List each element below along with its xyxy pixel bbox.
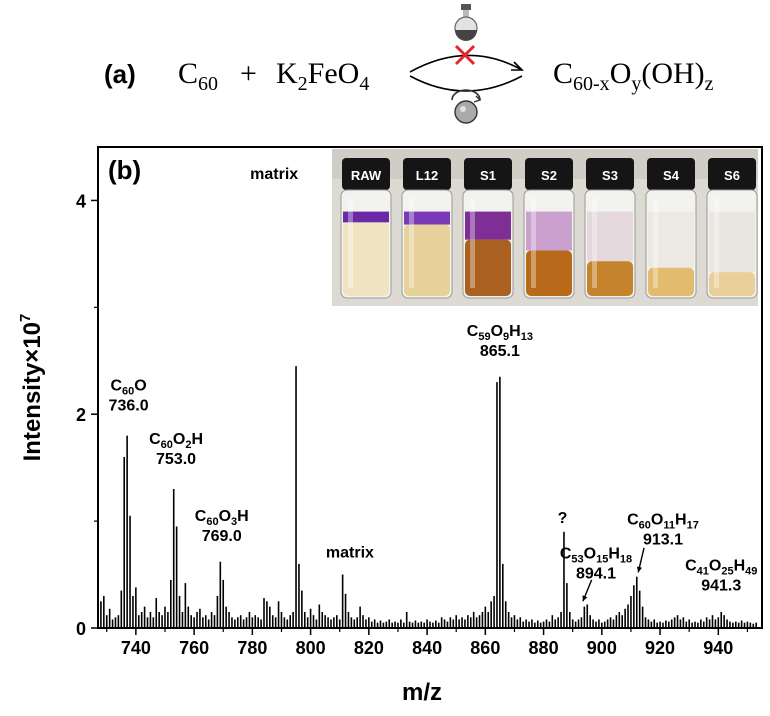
vial-label: S4 [663,168,680,183]
annotation-formula: C53O15H18 [560,546,632,566]
spectrum-peaks [100,366,757,628]
vial-lower-phase [404,224,450,296]
product-formula: C60-xOy(OH)z [553,57,714,95]
peak-annotation: ? [558,510,568,527]
y-tick-label: 4 [76,191,86,211]
vial-upper-phase [526,211,572,251]
reaction-scheme: (a) C60 + K2FeO4 C60-xOy(OH)z [0,0,770,140]
vial: S2 [523,158,575,299]
vial: S3 [584,158,636,299]
vial-lower-phase [526,250,572,296]
vial-label: S3 [602,168,618,183]
upper-arrow-head [511,61,524,71]
x-tick-label: 900 [587,638,617,658]
x-tick-label: 820 [354,638,384,658]
x-tick-label: 740 [121,638,151,658]
plot-area: 740 760 780 800 820 840 860 880 900 920 940 0 2 4 m/z I… [17,146,763,706]
y-tick-label: 0 [76,619,86,639]
vial: S6 [706,158,758,299]
x-axis-title: m/z [402,679,442,706]
annotation-formula: C60O2H [149,431,203,451]
annotation-formula: C41O25H49 [685,557,757,577]
vial-upper-phase [648,211,694,268]
vial: RAW [340,158,392,299]
x-tick-label: 780 [237,638,267,658]
vial-label: L12 [416,168,438,183]
cross-icon [454,44,476,66]
vial-label: S2 [541,168,557,183]
vial-label: RAW [351,168,382,183]
vial: L12 [401,158,453,299]
vial-upper-phase [343,211,389,223]
reactant-c60: C60 [178,57,218,95]
reaction-svg: (a) C60 + K2FeO4 C60-xOy(OH)z [104,4,714,124]
vial-cap [464,158,512,190]
x-tick-label: 920 [645,638,675,658]
annotation-mz: 941.3 [701,577,741,594]
x-tick-label: 800 [296,638,326,658]
x-tick-label: 860 [470,638,500,658]
peak-annotation: matrix [326,544,374,561]
vial-lower-phase [343,222,389,296]
vials: RAW L12 S1 S2 S3 S4 S6 [340,158,758,299]
vial: S1 [462,158,514,299]
vial-upper-phase [587,211,633,262]
vial-upper-phase [465,211,511,240]
annotation-formula: C60O11H17 [627,511,699,531]
panel-label-a: (a) [104,59,136,89]
ball-mill-icon [451,89,482,124]
y-axis-title: Intensity×107 [17,314,46,462]
arrow-894-icon [582,579,593,602]
vial-cap [586,158,634,190]
annotation-mz: 865.1 [480,343,520,360]
annotation-formula: matrix [250,166,298,183]
annotation-mz: 736.0 [109,398,149,415]
vial-label: S6 [724,168,740,183]
arrow-913-icon [636,547,645,573]
annotation-formula: C60O3H [195,508,249,528]
vial-cap [342,158,390,190]
x-tick-label: 880 [529,638,559,658]
plus-sign: + [240,57,257,90]
y-tick-label: 2 [76,405,86,425]
vial-cap [525,158,573,190]
vial-lower-phase [465,239,511,296]
annotation-mz: 894.1 [576,566,616,583]
annotation-formula: C59O9H13 [467,323,533,343]
vial-upper-phase [404,211,450,225]
annotation-formula: matrix [326,544,374,561]
x-tick-label: 940 [703,638,733,658]
vial-label: S1 [480,168,496,183]
annotation-mz: 769.0 [202,528,242,545]
x-tick-label: 840 [412,638,442,658]
annotation-mz: 913.1 [643,531,683,548]
vial-lower-phase [648,267,694,296]
flask-icon [454,4,478,41]
vial-cap [403,158,451,190]
peak-annotation: matrix [250,166,298,183]
lower-arrow [409,75,523,92]
annotation-formula: ? [558,510,568,527]
annotation-mz: 753.0 [156,451,196,468]
vial: S4 [645,158,697,299]
annotation-formula: C60O [110,378,146,398]
vial-lower-phase [709,272,755,296]
photo-inset: RAW L12 S1 S2 S3 S4 S6 [332,149,758,306]
vial-lower-phase [587,261,633,296]
reactant-k2feo4: K2FeO4 [276,57,369,95]
vial-upper-phase [709,211,755,273]
x-tick-label: 760 [179,638,209,658]
panel-label-b: (b) [108,155,141,185]
vial-cap [708,158,756,190]
vial-cap [647,158,695,190]
